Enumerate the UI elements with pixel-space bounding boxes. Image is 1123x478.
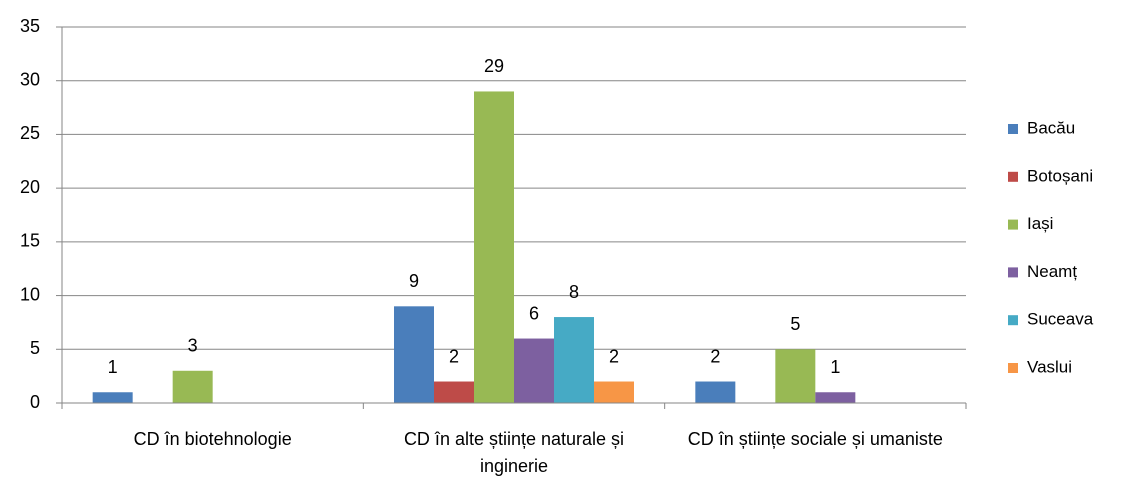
data-label: 2 bbox=[710, 346, 720, 366]
data-label: 1 bbox=[830, 357, 840, 377]
x-tick-label: CD în biotehnologie bbox=[133, 429, 292, 449]
bar bbox=[554, 317, 594, 403]
x-tick-label: CD în alte științe naturale și inginerie bbox=[403, 429, 625, 476]
bar bbox=[394, 306, 434, 403]
bar bbox=[815, 392, 856, 403]
data-label: 9 bbox=[409, 271, 419, 291]
y-tick-label: 10 bbox=[20, 284, 40, 304]
y-tick-label: 25 bbox=[20, 123, 40, 143]
legend-swatch bbox=[1008, 315, 1018, 326]
data-label: 29 bbox=[484, 56, 504, 76]
legend-swatch bbox=[1008, 267, 1018, 278]
bar bbox=[434, 381, 474, 403]
bar bbox=[695, 381, 736, 403]
data-label: 1 bbox=[108, 357, 118, 377]
data-label: 3 bbox=[188, 336, 198, 356]
legend-label: Botoșani bbox=[1027, 166, 1093, 185]
legend-label: Suceava bbox=[1027, 310, 1094, 329]
data-label: 2 bbox=[609, 346, 619, 366]
bar bbox=[92, 392, 133, 403]
y-tick-label: 35 bbox=[20, 16, 40, 36]
legend-label: Iași bbox=[1027, 214, 1053, 233]
legend-swatch bbox=[1008, 363, 1018, 373]
y-tick-label: 15 bbox=[20, 231, 40, 251]
bar bbox=[514, 338, 554, 403]
data-label: 2 bbox=[449, 346, 459, 366]
legend-label: Vaslui bbox=[1027, 357, 1072, 376]
data-label: 8 bbox=[569, 282, 579, 302]
bar bbox=[172, 370, 213, 403]
y-tick-label: 30 bbox=[20, 69, 40, 89]
y-tick-label: 20 bbox=[20, 177, 40, 197]
legend-swatch bbox=[1008, 124, 1018, 134]
legend-swatch bbox=[1008, 219, 1018, 230]
y-tick-label: 5 bbox=[30, 338, 40, 358]
legend-swatch bbox=[1008, 171, 1018, 182]
data-label: 5 bbox=[790, 314, 800, 334]
legend-label: Neamț bbox=[1027, 262, 1077, 281]
bar bbox=[775, 349, 816, 403]
x-tick-label: CD în științe sociale și umaniste bbox=[687, 429, 943, 449]
data-label: 6 bbox=[529, 303, 539, 323]
y-tick-label: 0 bbox=[30, 392, 40, 412]
legend-label: Bacău bbox=[1027, 118, 1075, 137]
bar bbox=[594, 381, 634, 403]
bar bbox=[474, 91, 514, 403]
